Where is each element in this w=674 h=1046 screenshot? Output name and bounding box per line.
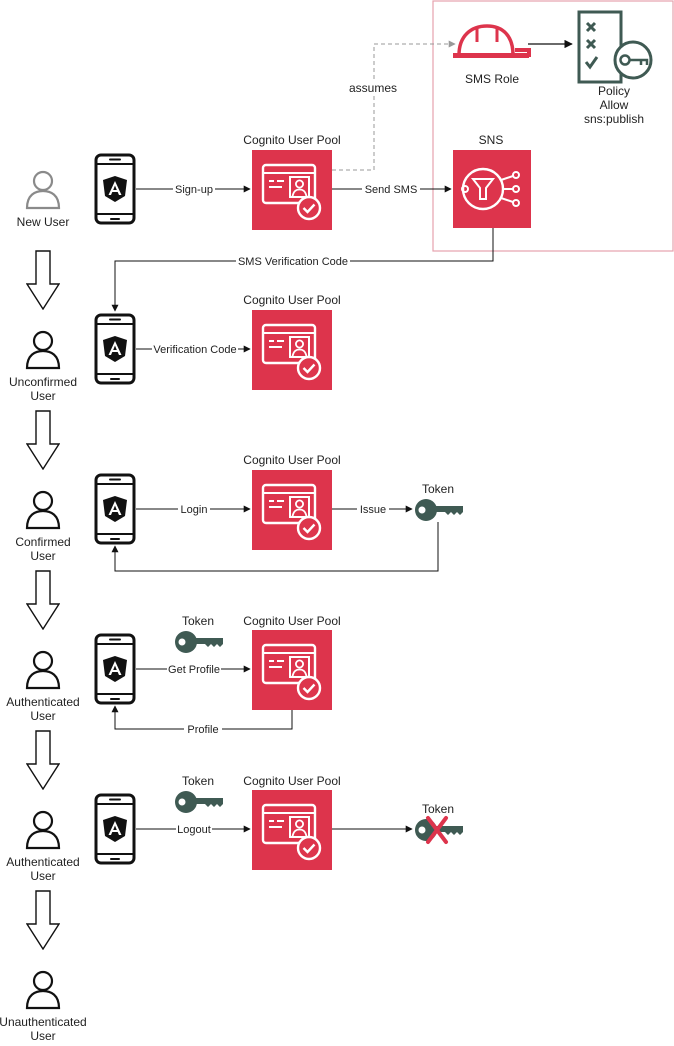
cognito-user-pool-icon <box>252 150 332 230</box>
assumes-edge <box>332 40 456 171</box>
get-profile-label: Get Profile <box>168 664 220 676</box>
sms-code-label: SMS Verification Code <box>238 256 348 268</box>
key-icon <box>415 499 463 521</box>
user-label-unconfirmed: Unconfirmed User <box>9 375 77 403</box>
cognito-user-pool-icon <box>252 790 332 870</box>
cognito-label: Cognito User Pool <box>243 453 340 467</box>
sns-permissions-group <box>432 0 674 252</box>
revoked-key-icon <box>415 816 463 844</box>
token-label: Token <box>182 774 214 788</box>
sign-up-label: Sign-up <box>175 184 213 196</box>
sns-topic-icon <box>453 150 531 228</box>
cognito-user-pool-icon <box>252 630 332 710</box>
user-label-authenticated-logout: Authenticated User <box>6 855 79 883</box>
key-icon <box>175 791 223 813</box>
token-label: Token <box>422 482 454 496</box>
user-icon <box>25 490 61 530</box>
verification-code-label: Verification Code <box>153 344 236 356</box>
profile-label: Profile <box>187 724 218 736</box>
cognito-label: Cognito User Pool <box>243 774 340 788</box>
angular-phone-icon <box>94 633 136 705</box>
logout-label: Logout <box>177 824 211 836</box>
cognito-user-pool-icon <box>252 310 332 390</box>
user-icon <box>25 170 61 210</box>
key-icon <box>175 631 223 653</box>
token-return-edge <box>111 522 439 572</box>
down-arrow-icon <box>26 250 60 310</box>
user-label-unauthenticated: Unauthenticated User <box>0 1015 87 1043</box>
assumes-label: assumes <box>349 81 397 95</box>
down-arrow-icon <box>26 570 60 630</box>
user-label-new: New User <box>17 215 70 229</box>
token-label: Token <box>422 802 454 816</box>
angular-phone-icon <box>94 473 136 545</box>
user-icon <box>25 330 61 370</box>
user-icon <box>25 970 61 1010</box>
angular-phone-icon <box>94 153 136 225</box>
angular-phone-icon <box>94 793 136 865</box>
user-label-authenticated: Authenticated User <box>6 695 79 723</box>
cognito-label: Cognito User Pool <box>243 293 340 307</box>
send-sms-label: Send SMS <box>365 184 418 196</box>
user-icon <box>25 810 61 850</box>
cognito-label: Cognito User Pool <box>243 133 340 147</box>
policy-label: Policy Allow sns:publish <box>584 84 644 126</box>
sns-label: SNS <box>479 133 504 147</box>
login-label: Login <box>181 504 208 516</box>
iam-policy-icon <box>577 10 653 84</box>
user-icon <box>25 650 61 690</box>
token-label: Token <box>182 614 214 628</box>
cognito-user-pool-icon <box>252 470 332 550</box>
sms-role-label: SMS Role <box>465 72 519 86</box>
down-arrow-icon <box>26 730 60 790</box>
down-arrow-icon <box>26 410 60 470</box>
angular-phone-icon <box>94 313 136 385</box>
down-arrow-icon <box>26 890 60 950</box>
cognito-label: Cognito User Pool <box>243 614 340 628</box>
issue-label: Issue <box>360 504 386 516</box>
user-label-confirmed: Confirmed User <box>15 535 70 563</box>
iam-role-hardhat-icon <box>451 24 531 60</box>
